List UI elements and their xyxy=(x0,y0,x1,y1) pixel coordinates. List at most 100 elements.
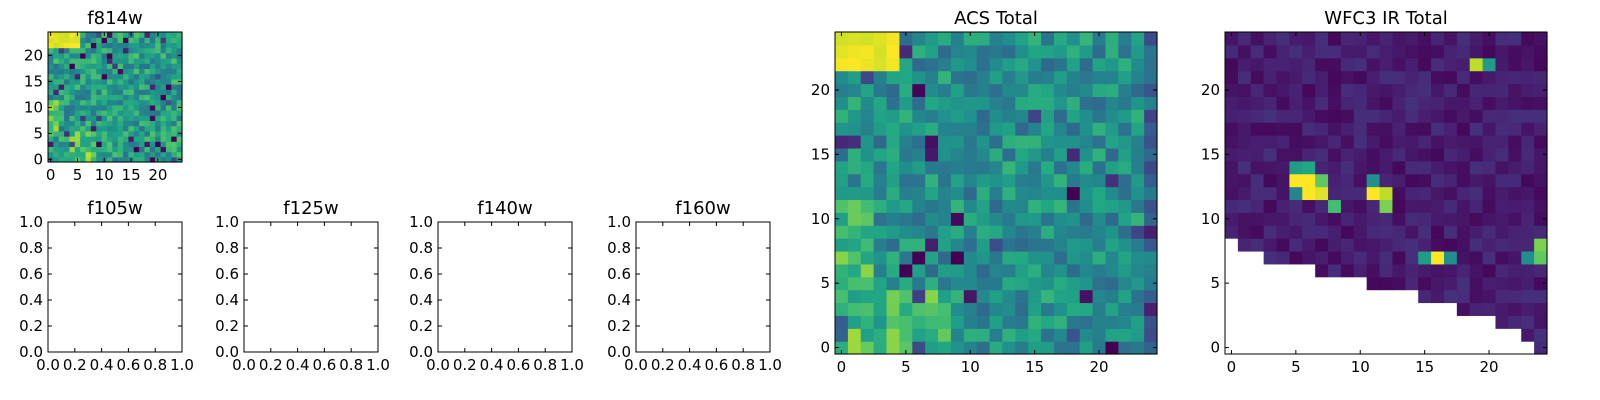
heatmap-cell xyxy=(139,156,146,163)
heatmap-cell xyxy=(139,125,146,132)
heatmap-cell xyxy=(155,115,162,121)
heatmap-cell xyxy=(1237,238,1252,252)
y-tick-label: 5 xyxy=(33,124,43,142)
heatmap-cell xyxy=(1405,32,1419,46)
heatmap-cell xyxy=(171,151,178,158)
heatmap-cell xyxy=(1431,186,1445,201)
y-tick-label: 0.4 xyxy=(215,291,239,309)
heatmap-cell xyxy=(176,37,183,43)
heatmap-cell xyxy=(106,156,113,163)
heatmap-cell xyxy=(1302,70,1316,85)
heatmap-cell xyxy=(1353,147,1368,162)
heatmap-cell xyxy=(1534,147,1548,162)
heatmap-cell xyxy=(106,68,113,75)
heatmap-cell xyxy=(106,42,113,49)
heatmap-cell xyxy=(1092,83,1107,97)
axes-frame xyxy=(47,221,183,353)
heatmap-cell xyxy=(58,156,65,163)
heatmap-cell xyxy=(899,328,913,342)
heatmap-cell xyxy=(1028,212,1042,226)
heatmap-cell xyxy=(96,73,103,80)
heatmap-cell xyxy=(155,141,162,147)
heatmap-cell xyxy=(1015,225,1029,239)
heatmap-cell xyxy=(139,115,146,121)
heatmap-cell xyxy=(1028,302,1042,316)
heatmap-cell xyxy=(144,78,151,85)
heatmap-cell xyxy=(1328,70,1342,85)
heatmap-cell xyxy=(176,141,183,147)
heatmap-cell xyxy=(1405,135,1419,149)
x-tick-label: 0.0 xyxy=(36,356,60,374)
heatmap-cell xyxy=(1118,302,1132,316)
heatmap-cell xyxy=(860,302,875,316)
heatmap-cell xyxy=(123,84,129,90)
heatmap-cell xyxy=(160,94,167,101)
heatmap-cell xyxy=(1443,173,1458,188)
heatmap-cell xyxy=(90,42,97,49)
heatmap-cell xyxy=(74,73,81,80)
heatmap-cell xyxy=(1118,328,1132,342)
heatmap-cell xyxy=(117,73,124,80)
heatmap-cell xyxy=(149,104,156,111)
heatmap-cell xyxy=(101,47,108,54)
heatmap-cell xyxy=(53,68,60,75)
heatmap-cell xyxy=(176,110,183,116)
heatmap-cell xyxy=(835,160,849,175)
heatmap-cell xyxy=(155,68,162,75)
heatmap-cell xyxy=(1315,212,1329,226)
heatmap-cell xyxy=(139,151,146,158)
heatmap-cell xyxy=(925,147,939,162)
heatmap-cell xyxy=(1315,109,1329,123)
heatmap-cell xyxy=(133,136,140,142)
heatmap-cell xyxy=(69,52,76,59)
heatmap-cell xyxy=(1131,160,1145,175)
heatmap-cell xyxy=(58,84,65,90)
heatmap-cell xyxy=(128,78,135,85)
heatmap-cell xyxy=(101,37,108,43)
heatmap-cell xyxy=(1418,96,1432,110)
heatmap-cell xyxy=(1092,238,1107,252)
heatmap-cell xyxy=(1263,186,1278,201)
heatmap-cell xyxy=(1353,135,1368,149)
panel-title: f125w xyxy=(283,198,338,219)
heatmap-cell xyxy=(1379,238,1394,252)
heatmap-cell xyxy=(74,68,81,75)
heatmap-cell xyxy=(938,328,952,342)
heatmap-cell xyxy=(835,57,849,72)
heatmap-cell xyxy=(96,110,103,116)
heatmap-cell xyxy=(128,52,135,59)
heatmap-cell xyxy=(1469,160,1484,175)
heatmap-cell xyxy=(1092,276,1107,291)
heatmap-cell xyxy=(101,68,108,75)
heatmap-cell xyxy=(1066,238,1081,252)
heatmap-cell xyxy=(1534,289,1548,304)
heatmap-cell xyxy=(1250,238,1265,252)
heatmap-cell xyxy=(1443,212,1458,226)
heatmap-cell xyxy=(950,263,965,278)
heatmap-cell xyxy=(1092,109,1107,123)
heatmap-cell xyxy=(1131,186,1145,201)
heatmap-cell xyxy=(1131,263,1145,278)
heatmap-cell xyxy=(1015,212,1029,226)
heatmap-cell xyxy=(176,94,183,101)
heatmap-cell xyxy=(976,44,991,59)
heatmap-cell xyxy=(48,68,54,75)
heatmap-cell xyxy=(128,125,135,132)
heatmap-cell xyxy=(925,173,939,188)
heatmap-cell xyxy=(1405,173,1419,188)
x-tick-label: 1.0 xyxy=(758,356,782,374)
heatmap-cell xyxy=(886,70,900,85)
heatmap-cell xyxy=(123,151,129,158)
heatmap-cell xyxy=(1521,57,1535,72)
heatmap-cell xyxy=(133,110,140,116)
heatmap-cell xyxy=(912,173,926,188)
heatmap-cell xyxy=(1521,147,1535,162)
heatmap-cell xyxy=(53,94,60,101)
heatmap-cell xyxy=(938,315,952,329)
heatmap-cell xyxy=(96,141,103,147)
heatmap-cell xyxy=(1066,135,1081,149)
x-tick-label: 20 xyxy=(1089,358,1108,376)
heatmap-cell xyxy=(899,212,913,226)
heatmap-cell xyxy=(1066,341,1081,355)
heatmap-cell xyxy=(1315,57,1329,72)
